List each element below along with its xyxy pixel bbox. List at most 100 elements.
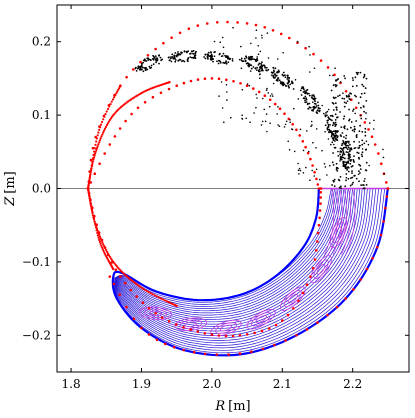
poincare-point bbox=[345, 161, 347, 164]
boundary-point-lower bbox=[253, 331, 256, 335]
poincare-point bbox=[336, 170, 339, 172]
poincare-point bbox=[186, 59, 189, 62]
poincare-point bbox=[210, 53, 213, 56]
flux-surface bbox=[114, 188, 366, 337]
poincare-point bbox=[342, 141, 345, 144]
poincare-point bbox=[281, 73, 284, 76]
boundary-point-left bbox=[98, 128, 101, 131]
boundary-point-left bbox=[117, 266, 120, 269]
poincare-point bbox=[277, 106, 279, 108]
boundary-point-inner bbox=[283, 112, 286, 115]
poincare-point bbox=[355, 84, 358, 87]
boundary-point-inner bbox=[252, 87, 255, 90]
poincare-point bbox=[363, 75, 366, 77]
poincare-point bbox=[311, 169, 314, 172]
poincare-point bbox=[174, 59, 177, 61]
poincare-point bbox=[311, 94, 314, 97]
poincare-point bbox=[334, 135, 337, 138]
boundary-point-lower bbox=[135, 295, 138, 298]
boundary-point-left bbox=[100, 244, 103, 247]
boundary-point-left bbox=[90, 167, 93, 170]
poincare-point bbox=[363, 73, 366, 76]
boundary-point-left bbox=[109, 103, 112, 106]
boundary-point-outer bbox=[344, 90, 348, 93]
poincare-point bbox=[364, 131, 367, 134]
boundary-point-left bbox=[149, 87, 152, 90]
poincare-point bbox=[305, 97, 308, 100]
boundary-point-left bbox=[132, 280, 135, 283]
poincare-point bbox=[341, 132, 344, 134]
boundary-point-outer bbox=[187, 27, 191, 31]
poincare-point bbox=[218, 59, 221, 62]
poincare-point bbox=[264, 120, 267, 123]
flux-surface bbox=[114, 188, 377, 346]
poincare-point bbox=[361, 130, 364, 133]
boundary-point-left bbox=[167, 300, 170, 304]
island-contour bbox=[332, 221, 345, 244]
boundary-point-left bbox=[147, 290, 150, 294]
poincare-point bbox=[336, 167, 339, 169]
poincare-point bbox=[362, 184, 364, 186]
poincare-point bbox=[218, 95, 220, 97]
poincare-point bbox=[209, 58, 212, 61]
poincare-point bbox=[336, 116, 339, 119]
poincare-point bbox=[302, 97, 305, 100]
boundary-point-left bbox=[110, 117, 113, 120]
boundary-point-lower bbox=[119, 275, 122, 278]
poincare-point bbox=[334, 140, 336, 142]
poincare-point bbox=[264, 66, 266, 69]
poincare-point bbox=[348, 140, 350, 143]
poincare-point bbox=[349, 143, 351, 146]
poincare-point bbox=[260, 64, 263, 67]
poincare-point bbox=[313, 95, 316, 98]
poincare-point bbox=[324, 124, 327, 127]
poincare-point bbox=[297, 98, 300, 100]
poincare-point bbox=[291, 128, 294, 131]
poincare-point bbox=[317, 101, 319, 104]
poincare-point bbox=[340, 158, 343, 161]
boundary-point-outer bbox=[370, 135, 374, 138]
poincare-point bbox=[138, 66, 140, 69]
flux-surface bbox=[114, 188, 341, 312]
poincare-point bbox=[229, 57, 231, 60]
poincare-point bbox=[154, 55, 157, 57]
boundary-point-lower bbox=[238, 334, 242, 337]
poincare-point bbox=[285, 120, 288, 123]
boundary-point-lower-outer bbox=[112, 282, 116, 286]
poincare-point bbox=[335, 123, 338, 126]
poincare-point bbox=[354, 94, 356, 97]
island-contour bbox=[316, 263, 326, 275]
boundary-point-lower bbox=[292, 307, 295, 310]
poincare-point bbox=[282, 52, 284, 54]
x-tick-label: 2.1 bbox=[273, 377, 292, 391]
poincare-point bbox=[312, 97, 314, 100]
poincare-point bbox=[352, 110, 354, 112]
poincare-point bbox=[329, 115, 332, 117]
poincare-point bbox=[347, 142, 350, 144]
poincare-point bbox=[360, 106, 362, 109]
poincare-point bbox=[180, 51, 183, 54]
poincare-point bbox=[334, 130, 337, 132]
x-tick-label: 1.9 bbox=[132, 377, 151, 391]
poincare-point bbox=[148, 65, 151, 68]
boundary-point-left bbox=[108, 105, 111, 108]
poincare-point bbox=[273, 70, 275, 73]
boundary-point-inner bbox=[196, 78, 200, 81]
poincare-point bbox=[319, 107, 321, 110]
boundary-point-lower-outer bbox=[203, 352, 207, 356]
boundary-point-left bbox=[95, 147, 99, 150]
poincare-point bbox=[277, 58, 279, 60]
island-contour bbox=[255, 315, 267, 324]
poincare-point bbox=[346, 140, 349, 143]
poincare-point bbox=[272, 82, 275, 85]
boundary-point-outer bbox=[91, 146, 95, 150]
poincare-point bbox=[143, 67, 146, 69]
poincare-point bbox=[352, 79, 354, 81]
boundary-point-left bbox=[105, 250, 109, 253]
poincare-point bbox=[277, 69, 280, 72]
boundary-point-inner bbox=[313, 171, 316, 174]
boundary-point-inner bbox=[257, 90, 261, 94]
boundary-point-inner bbox=[151, 95, 155, 99]
poincare-point bbox=[348, 108, 350, 111]
poincare-point bbox=[311, 124, 313, 126]
